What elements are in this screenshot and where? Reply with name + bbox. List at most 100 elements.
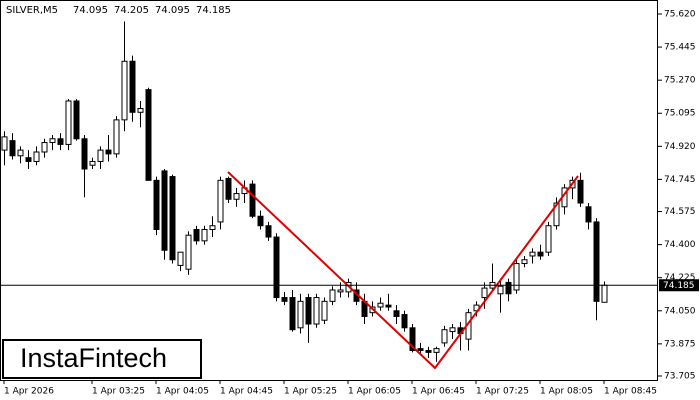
x-tick-label: 1 Apr 08:05 — [540, 387, 593, 397]
symbol: SILVER,M5 — [6, 5, 58, 16]
candle-body — [233, 193, 240, 200]
candle-body — [289, 297, 296, 331]
candle-body — [17, 149, 24, 157]
candle-body — [393, 310, 400, 317]
candle-body — [449, 327, 456, 333]
candle-body — [521, 259, 528, 265]
candle-body — [513, 263, 520, 291]
y-tick-label: 74.920 — [664, 142, 696, 152]
candle-body — [425, 349, 432, 353]
candle-body — [505, 281, 512, 295]
candle-body — [305, 297, 312, 325]
candle-body — [49, 138, 56, 144]
candle-body — [433, 348, 440, 353]
candle-body — [481, 287, 488, 299]
logo-box — [2, 339, 202, 379]
y-tick-label: 75.620 — [664, 10, 696, 20]
current-price-label: 74.185 — [663, 281, 695, 291]
x-tick-label: 1 Apr 05:25 — [284, 387, 337, 397]
candle-body — [129, 60, 136, 113]
candle-body — [217, 179, 224, 223]
candle-body — [313, 297, 320, 325]
candle-body — [169, 176, 176, 261]
candle-body — [137, 108, 144, 113]
candle-body — [209, 225, 216, 230]
y-tick-label: 74.050 — [664, 306, 696, 316]
candle-body — [545, 225, 552, 253]
candle-body — [537, 251, 544, 257]
candle-body — [417, 348, 424, 351]
y-tick-label: 74.225 — [664, 273, 696, 283]
candle-body — [281, 297, 288, 302]
x-tick-label: 1 Apr 04:05 — [156, 387, 209, 397]
candle-body — [593, 221, 600, 302]
candle-body — [529, 251, 536, 257]
candle-body — [497, 285, 504, 295]
candle-body — [273, 236, 280, 299]
candle-body — [585, 206, 592, 223]
candle-body — [201, 228, 208, 242]
candle-body — [193, 228, 200, 242]
candle-body — [145, 89, 152, 181]
candle-body — [601, 284, 608, 303]
candle-body — [121, 60, 128, 121]
candle-body — [225, 177, 232, 200]
logo: InstaFintech — [20, 343, 167, 373]
candle-body — [401, 314, 408, 329]
header-high: 74.205 — [114, 5, 149, 16]
candle-body — [41, 142, 48, 153]
pattern-line — [227, 171, 579, 370]
candle-body — [65, 100, 72, 145]
candle-body — [329, 289, 336, 302]
candle-body — [321, 300, 328, 321]
candle-body — [385, 304, 392, 308]
candles — [1, 21, 608, 362]
y-tick-label: 73.875 — [664, 339, 696, 349]
candle-body — [73, 100, 80, 140]
candle-body — [81, 138, 88, 170]
candle-body — [57, 138, 64, 145]
candle-body — [337, 289, 344, 293]
header-open: 74.095 — [73, 5, 108, 16]
candle-body — [97, 149, 104, 162]
candle-body — [1, 136, 8, 151]
candle-body — [161, 170, 168, 251]
candle-body — [553, 202, 560, 227]
y-tick-label: 73.705 — [664, 372, 696, 382]
x-tick-label: 1 Apr 06:05 — [348, 387, 401, 397]
header-low: 74.095 — [155, 5, 190, 16]
candle-body — [185, 234, 192, 270]
x-tick-label: 1 Apr 04:45 — [220, 387, 273, 397]
x-tick-label: 1 Apr 08:45 — [604, 387, 657, 397]
candle-body — [249, 183, 256, 217]
y-tick-label: 74.400 — [664, 240, 696, 250]
y-tick-label: 74.745 — [664, 175, 696, 185]
y-tick-label: 75.095 — [664, 109, 696, 119]
candle-body — [105, 149, 112, 155]
x-tick-label: 1 Apr 07:25 — [476, 387, 529, 397]
candle-body — [25, 157, 32, 162]
candle-body — [265, 225, 272, 238]
candle-body — [297, 300, 304, 329]
candle-body — [33, 151, 40, 162]
candle-body — [377, 302, 384, 308]
plot-frame — [0, 0, 658, 381]
candle-body — [257, 215, 264, 227]
candle-body — [113, 119, 120, 155]
current-price-box — [659, 279, 699, 292]
header-close: 74.185 — [196, 5, 231, 16]
candle-body — [9, 140, 16, 157]
candle-body — [89, 160, 96, 166]
y-tick-label: 75.270 — [664, 76, 696, 86]
y-tick-label: 75.445 — [664, 43, 696, 53]
candle-body — [441, 329, 448, 344]
x-tick-label: 1 Apr 2026 — [4, 387, 54, 397]
x-tick-label: 1 Apr 06:45 — [412, 387, 465, 397]
candle-body — [153, 179, 160, 230]
y-tick-label: 74.575 — [664, 207, 696, 217]
x-tick-label: 1 Apr 03:25 — [92, 387, 145, 397]
candle-body — [177, 251, 184, 266]
candle-body — [577, 179, 584, 204]
